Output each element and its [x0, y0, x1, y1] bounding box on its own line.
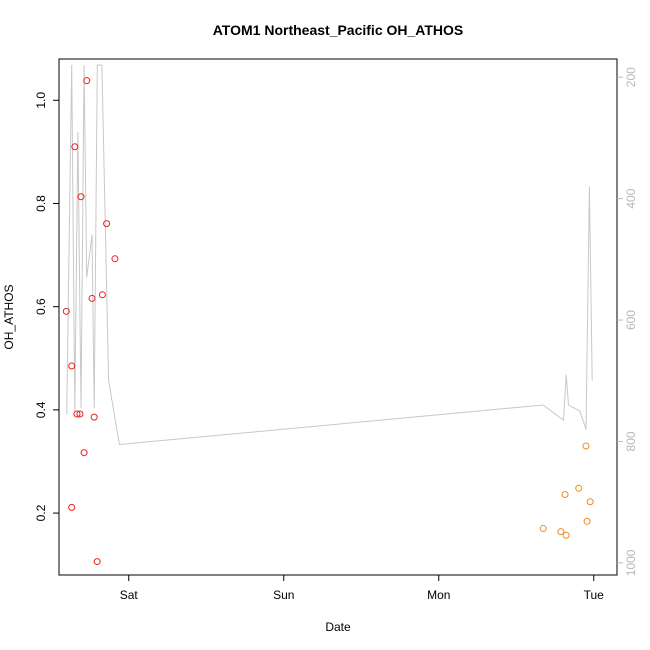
y2-tick-label: 1000 [624, 549, 638, 576]
x-tick-label: Sat [120, 588, 139, 602]
data-point-series-2 [575, 484, 583, 492]
chart-title: ATOM1 Northeast_Pacific OH_ATHOS [213, 22, 464, 38]
y-tick-label: 0.8 [34, 195, 48, 212]
y2-tick-label: 800 [624, 431, 638, 451]
x-tick-label: Tue [584, 588, 605, 602]
data-point-series-1 [76, 410, 84, 418]
y-tick-label: 0.4 [34, 401, 48, 418]
y2-tick-label: 400 [624, 188, 638, 208]
data-point-series-1 [93, 558, 101, 566]
data-point-series-1 [71, 143, 79, 151]
data-point-series-1 [77, 193, 85, 201]
data-point-series-1 [90, 413, 98, 421]
data-point-series-2 [557, 528, 565, 536]
x-axis-label: Date [325, 620, 351, 634]
data-point-series-2 [539, 525, 547, 533]
y-tick-label: 0.2 [34, 504, 48, 521]
x-tick-label: Mon [427, 588, 450, 602]
data-point-series-1 [62, 307, 70, 315]
y-tick-label: 0.6 [34, 298, 48, 315]
data-point-series-1 [103, 220, 111, 228]
data-point-series-2 [561, 491, 569, 499]
data-point-series-2 [582, 442, 590, 450]
data-point-series-1 [111, 255, 119, 263]
series-line [66, 64, 593, 446]
points-layer [62, 77, 594, 566]
x-axis: Sat Sun Mon Tue [120, 575, 604, 602]
x-tick-label: Sun [273, 588, 294, 602]
y-tick-label: 1.0 [34, 92, 48, 109]
data-point-series-1 [98, 291, 106, 299]
y-axis-left: 0.2 0.4 0.6 0.8 1.0 [34, 92, 59, 521]
right-axis-series-layer [66, 64, 593, 446]
y2-tick-label: 600 [624, 310, 638, 330]
data-point-series-1 [83, 77, 91, 85]
y-axis-right: 200 400 600 800 1000 [617, 67, 638, 576]
data-point-series-2 [562, 531, 570, 539]
data-point-series-2 [583, 517, 591, 525]
plot-frame [58, 58, 618, 576]
data-point-series-1 [68, 362, 76, 370]
y2-tick-label: 200 [624, 67, 638, 87]
data-point-series-1 [73, 410, 81, 418]
data-point-series-1 [80, 449, 88, 457]
data-point-series-1 [88, 294, 96, 302]
data-point-series-1 [68, 503, 76, 511]
y-axis-label: OH_ATHOS [2, 284, 16, 349]
data-point-series-2 [586, 498, 594, 506]
